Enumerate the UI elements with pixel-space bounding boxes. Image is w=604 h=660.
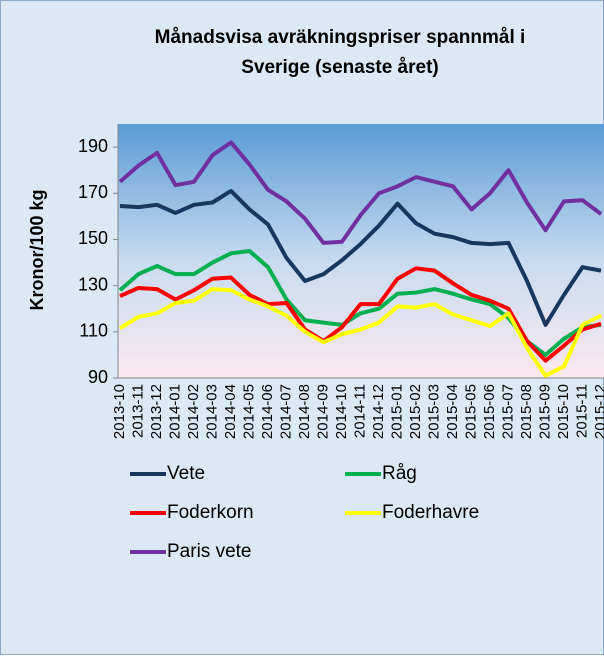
x-tick-label: 2015-07 xyxy=(499,384,516,439)
lines xyxy=(118,140,603,378)
y-tick-label: 190 xyxy=(78,136,108,156)
legend-label: Vete xyxy=(167,463,205,484)
x-tick-label: 2013-11 xyxy=(129,384,146,438)
x-tick-label: 2014-11 xyxy=(351,384,368,438)
x-tick-label: 2015-09 xyxy=(536,384,553,439)
x-tick-label: 2014-06 xyxy=(259,384,276,439)
y-tick-label: 150 xyxy=(78,228,108,248)
legend-label: Foderhavre xyxy=(382,502,479,523)
x-tick-label: 2015-06 xyxy=(481,384,498,439)
series-line xyxy=(119,188,602,327)
legend-label: Paris vete xyxy=(167,541,251,562)
x-tick-label: 2014-02 xyxy=(185,384,202,439)
x-tick-label: 2014-03 xyxy=(203,384,220,439)
x-tick-label: 2013-12 xyxy=(148,384,165,439)
series-line xyxy=(118,287,602,378)
plot-area xyxy=(118,124,604,378)
legend-label: Råg xyxy=(382,463,417,484)
x-tick-label: 2015-10 xyxy=(555,384,572,439)
y-tick-label: 90 xyxy=(88,367,108,387)
x-tick-label: 2015-11 xyxy=(573,384,590,438)
y-tick-label: 130 xyxy=(78,274,108,294)
x-tick-label: 2015-04 xyxy=(444,384,461,439)
x-tick-label: 2014-01 xyxy=(166,384,183,439)
x-tick-label: 2015-01 xyxy=(388,384,405,439)
x-tick-label: 2014-09 xyxy=(314,384,331,439)
x-tick-label: 2014-10 xyxy=(333,384,350,439)
x-tick-label: 2014-08 xyxy=(296,384,313,439)
x-tick-label: 2014-04 xyxy=(222,384,239,439)
x-tick-label: 2015-05 xyxy=(462,384,479,439)
x-tick-label: 2015-12 xyxy=(592,384,604,439)
x-tick-label: 2013-10 xyxy=(111,384,128,439)
legend-label: Foderkorn xyxy=(167,502,254,523)
x-tick-label: 2014-12 xyxy=(370,384,387,439)
y-axis-label: Kronor/100 kg xyxy=(27,189,47,310)
x-tick-label: 2015-03 xyxy=(425,384,442,439)
x-tick-label: 2015-02 xyxy=(407,384,424,439)
chart-title: Sverige (senaste året) xyxy=(241,57,439,78)
series-line xyxy=(118,140,603,245)
x-tick-label: 2015-08 xyxy=(518,384,535,439)
y-tick-label: 170 xyxy=(78,182,108,202)
series-line xyxy=(119,266,602,363)
x-tick-label: 2014-07 xyxy=(277,384,294,439)
x-tick-label: 2014-05 xyxy=(240,384,257,439)
chart-title: Månadsvisa avräkningspriser spannmål i xyxy=(155,27,526,48)
y-tick-label: 110 xyxy=(79,321,108,341)
